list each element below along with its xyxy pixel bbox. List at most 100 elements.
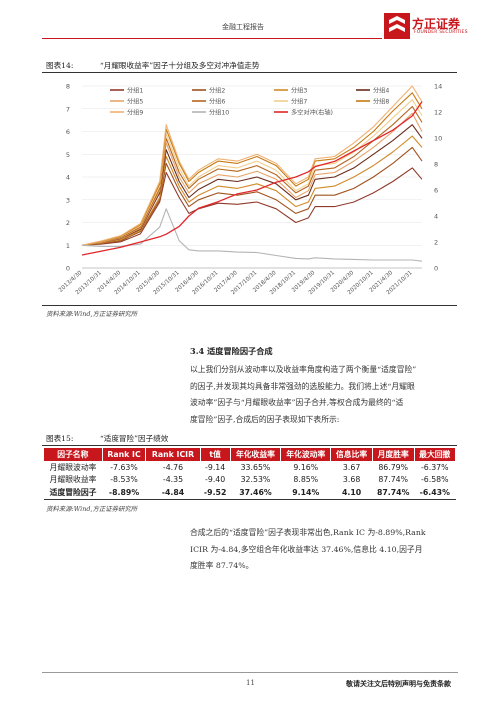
table-header-cell: 月度胜率 [372,448,415,461]
figure14-bottom-rule [42,305,457,306]
paragraph-intro: 以上我们分别从波动率以及收益率角度构造了两个衡量“适度冒险” 的因子,并发现其均… [190,362,460,428]
table-header-cell: Rank ICIR [145,448,201,461]
table-row: 月耀眼收益率 -8.53% -4.35 -9.40 32.53% 8.85% 3… [44,474,456,487]
factor-performance-table: 因子名称 Rank IC Rank ICIR t值 年化收益率 年化波动率 信息… [44,448,457,500]
y-tick-label-right: 0 [434,265,438,273]
figure14-caption-rule [42,72,457,73]
table-cell: 适度冒险因子 [44,486,103,500]
series-line [81,167,423,246]
table-cell: 86.79% [378,462,409,472]
paragraph-summary: 合成之后的“适度冒险”因子表现非常出色,Rank IC 为-8.89%,Rank… [190,525,460,575]
table-cell: 33.65% [240,462,271,472]
y-tick-label-right: 2 [434,239,438,247]
page-number: 11 [246,679,255,687]
y-tick-label-left: 7 [66,105,70,113]
legend-label: 分组3 [291,86,307,94]
table-cell: -7.63% [110,462,138,472]
y-tick-label-left: 0 [66,265,70,273]
legend-label: 多空对冲(右轴) [291,108,333,116]
footer-disclaimer: 敬请关注文后特别声明与免责条款 [346,680,451,688]
table-cell: 9.14% [280,486,331,500]
figure14-source: 资料来源:Wind,方正证券研究所 [46,310,138,318]
figure15-label: 图表15: [46,434,74,443]
header-rule [42,38,382,39]
table-cell: -4.76 [162,462,184,472]
footer-rule [42,672,458,673]
y-tick-label-left: 1 [66,242,70,250]
net-value-line-chart: 012345678024681012142013/4/302013/10/312… [58,83,442,297]
section-title: 3.4 适度冒险因子合成 [190,346,273,356]
table-header-cell: Rank IC [102,448,147,461]
series-line [81,124,423,246]
series-line [81,101,423,256]
table-cell: 4.10 [330,486,373,500]
y-tick-label-left: 3 [66,196,70,204]
figure14-label: 图表14: [46,61,74,70]
table-header-cell: 最大回撤 [414,448,457,461]
table-cell: 37.46% [230,486,281,500]
table-cell: -6.43% [414,486,456,500]
table-cell: -9.14 [205,462,226,472]
legend-label: 分组9 [127,108,143,116]
paragraph-line: 合成之后的“适度冒险”因子表现非常出色,Rank IC 为-8.89%,Rank [190,528,426,537]
paragraph-line: 波动率”因子与“月耀眼收益率”因子合并,等权合成为最终的“适 [190,398,404,407]
legend-label: 分组2 [209,86,225,94]
paragraph-line: 度胜率 87.74%。 [190,561,254,570]
table-cell: -6.58% [420,475,449,485]
series-line [81,208,423,262]
figure14-caption: 图表14: “月耀眼收益率”因子十分组及多空对冲净值走势 [46,60,259,71]
y-tick-label-left: 6 [66,128,70,136]
report-header-title: 金融工程报告 [222,23,264,31]
y-tick-label-left: 5 [66,151,70,159]
table-cell: 32.53% [240,475,271,485]
table-cell: 3.68 [342,475,361,485]
table-cell: 月耀眼收益率 [49,475,97,485]
figure15-title: “适度冒险”因子绩效 [99,434,169,443]
table-header-cell: 年化波动率 [280,448,332,461]
legend-label: 分组7 [291,97,307,105]
table-cell: 月耀眼波动率 [49,462,97,472]
table-cell: -9.40 [205,475,226,485]
table-cell: -4.35 [162,475,184,485]
figure15-caption-rule [42,445,457,446]
table-cell: -6.37% [420,462,449,472]
legend-label: 分组1 [127,86,143,94]
table-header-row: 因子名称 Rank IC Rank ICIR t值 年化收益率 年化波动率 信息… [44,448,457,461]
table-header-cell: 年化收益率 [230,448,282,461]
brand-english-name: FOUNDER SECURITIES [414,30,468,35]
table-cell: 3.67 [342,462,361,472]
y-tick-label-right: 10 [434,135,442,143]
legend-label: 分组6 [209,97,225,105]
table-cell: 87.74% [378,475,409,485]
table-cell: -9.52 [200,486,231,500]
table-cell: 87.74% [372,486,415,500]
table-cell: -4.84 [145,486,200,500]
founder-logo-icon [384,13,410,39]
figure15-caption: 图表15: “适度冒险”因子绩效 [46,433,168,444]
series-line [81,92,423,246]
y-tick-label-right: 8 [434,161,438,169]
table-header-cell: 信息比率 [330,448,373,461]
series-line [81,99,423,246]
legend-label: 分组8 [373,97,389,105]
legend-label: 分组4 [373,86,389,94]
y-tick-label-right: 12 [434,109,442,117]
table-row: 适度冒险因子 -8.89% -4.84 -9.52 37.46% 9.14% 4… [44,486,456,500]
table-cell: 8.85% [293,475,319,485]
y-tick-label-left: 2 [66,219,70,227]
series-line [81,146,423,246]
legend-label: 分组10 [209,108,229,116]
series-line [81,112,423,246]
table-header-cell: 因子名称 [44,448,103,461]
table-cell: -8.53% [110,475,138,485]
table-header-cell: t值 [200,448,231,461]
paragraph-line: 度冒险”因子,合成后的因子表现如下表所示: [190,414,340,424]
table-cell: -8.89% [102,486,146,500]
series-line [81,135,423,246]
y-tick-label-right: 6 [434,187,438,195]
series-line [81,105,423,246]
paragraph-line: 以上我们分别从波动率以及收益率角度构造了两个衡量“适度冒险” [190,365,417,374]
y-tick-label-left: 8 [66,83,70,91]
figure14-title: “月耀眼收益率”因子十分组及多空对冲净值走势 [99,61,260,70]
table-row: 月耀眼波动率 -7.63% -4.76 -9.14 33.65% 9.16% 3… [44,461,456,474]
